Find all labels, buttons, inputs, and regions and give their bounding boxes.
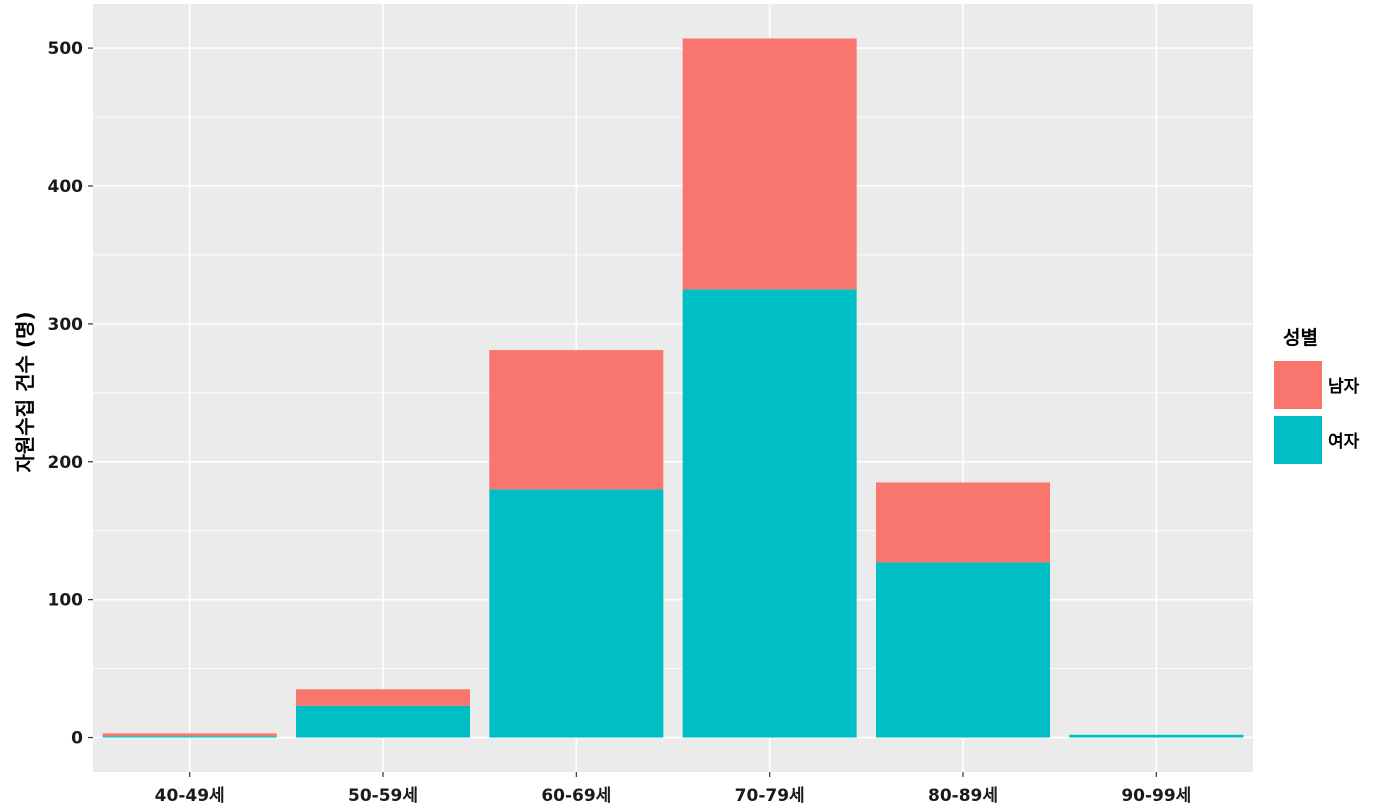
bar-segment-male: [876, 482, 1050, 563]
bar-segment-female: [296, 705, 470, 738]
bar-segment-female: [1069, 734, 1244, 738]
y-tick-label: 300: [48, 315, 84, 335]
bar-segment-male: [102, 733, 277, 737]
bar-segment-male: [296, 689, 470, 706]
plot-panel: [93, 4, 1253, 772]
legend-key-male: [1272, 359, 1324, 411]
bar-segment-female: [876, 562, 1050, 738]
y-tick-label: 200: [48, 453, 84, 473]
y-axis: 0 100 200 300 400 500: [48, 39, 93, 749]
x-tick-label: 90-99세: [1121, 786, 1191, 806]
bars-group: [102, 38, 1244, 738]
legend-label-male: 남자: [1328, 377, 1360, 397]
x-tick-label: 40-49세: [155, 786, 225, 806]
y-tick-label: 100: [48, 591, 84, 611]
y-tick-label: 0: [71, 729, 83, 749]
bar-segment-female: [682, 289, 857, 738]
y-tick-label: 400: [48, 177, 84, 197]
x-tick-label: 50-59세: [348, 786, 418, 806]
y-axis-title: 자원수집 건수 (명): [13, 311, 37, 472]
legend-title: 성별: [1283, 327, 1318, 349]
bar-segment-female: [489, 489, 664, 738]
legend-key-female: [1272, 414, 1324, 466]
x-tick-label: 70-79세: [735, 786, 805, 806]
bar-segment-male: [682, 38, 857, 290]
x-tick-label: 60-69세: [541, 786, 611, 806]
x-tick-label: 80-89세: [928, 786, 998, 806]
x-axis: 40-49세 50-59세 60-69세 70-79세 80-89세 90-99세: [155, 772, 1191, 806]
legend-label-female: 여자: [1328, 432, 1360, 452]
bar-segment-female: [102, 736, 277, 738]
y-tick-label: 500: [48, 39, 84, 59]
bar-segment-male: [489, 350, 664, 490]
